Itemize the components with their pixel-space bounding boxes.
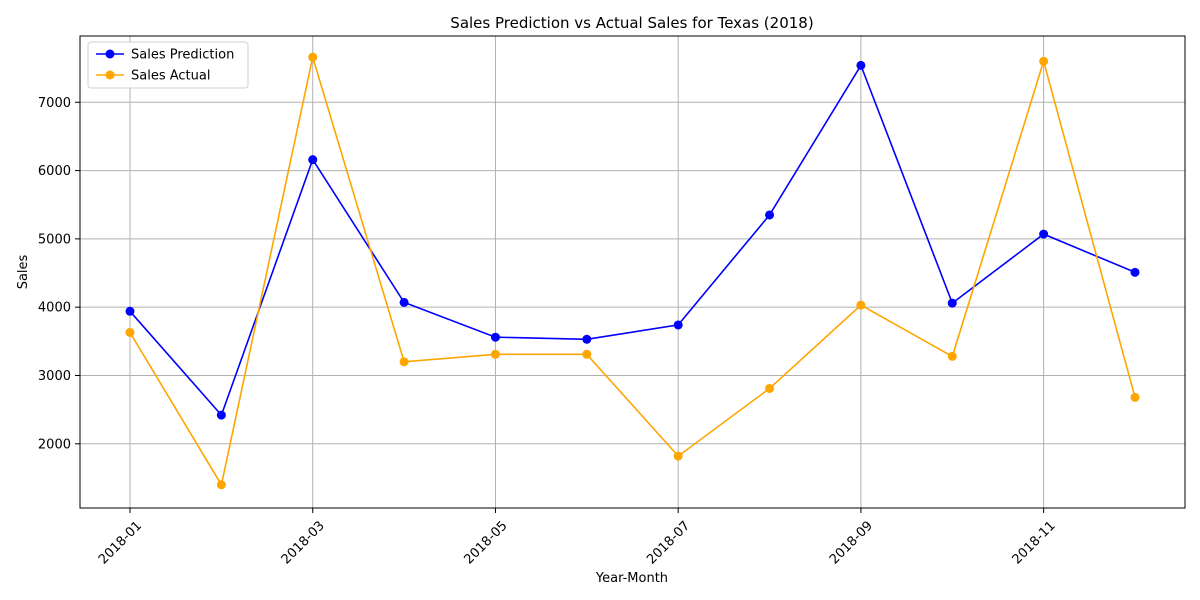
data-point — [490, 332, 500, 342]
legend-box — [87, 41, 249, 89]
data-point — [1130, 392, 1140, 402]
y-tick-label: 7000 — [38, 96, 71, 111]
data-point — [1039, 56, 1049, 66]
data-point — [673, 451, 683, 461]
y-tick-label: 6000 — [38, 164, 71, 179]
data-point — [1130, 267, 1140, 277]
data-point — [765, 210, 775, 220]
legend: Sales Prediction Sales Actual — [87, 41, 249, 89]
y-axis: 2000 3000 4000 5000 6000 7000 — [38, 96, 80, 452]
y-tick-label: 3000 — [38, 369, 71, 384]
data-point — [399, 357, 409, 367]
y-axis-label: Sales — [16, 254, 31, 289]
series-1 — [125, 52, 1140, 490]
y-tick-label: 2000 — [38, 437, 71, 452]
x-tick-label: 2018-09 — [827, 518, 876, 567]
data-point — [765, 383, 775, 393]
data-point — [856, 60, 866, 70]
data-point — [1039, 229, 1049, 239]
data-point — [582, 349, 592, 359]
data-point — [216, 410, 226, 420]
data-point — [673, 320, 683, 330]
legend-marker — [105, 70, 115, 80]
legend-label: Sales Actual — [131, 69, 210, 84]
x-axis: 2018-01 2018-03 2018-05 2018-07 2018-09 2018-… — [96, 508, 1059, 567]
chart-title: Sales Prediction vs Actual Sales for Tex… — [450, 14, 813, 32]
data-point — [216, 480, 226, 490]
x-tick-label: 2018-01 — [96, 518, 145, 567]
x-tick-label: 2018-05 — [461, 518, 510, 567]
series-line — [129, 56, 1136, 487]
grid-lines — [80, 36, 1185, 508]
data-series — [125, 52, 1140, 490]
data-point — [308, 52, 318, 62]
data-point — [947, 298, 957, 308]
x-axis-label: Year-Month — [595, 571, 668, 586]
data-point — [125, 306, 135, 316]
data-point — [856, 300, 866, 310]
data-point — [947, 351, 957, 361]
x-tick-label: 2018-11 — [1010, 518, 1059, 567]
data-point — [399, 297, 409, 307]
data-point — [490, 349, 500, 359]
data-point — [308, 155, 318, 165]
data-point — [582, 334, 592, 344]
legend-label: Sales Prediction — [131, 48, 234, 63]
series-line — [129, 63, 1136, 417]
x-tick-label: 2018-03 — [279, 518, 328, 567]
data-point — [125, 327, 135, 337]
legend-marker — [105, 49, 115, 59]
series-0 — [125, 60, 1140, 420]
plot-area — [79, 35, 1186, 509]
y-tick-label: 4000 — [38, 301, 71, 316]
y-tick-label: 5000 — [38, 232, 71, 247]
x-tick-label: 2018-07 — [644, 518, 693, 567]
